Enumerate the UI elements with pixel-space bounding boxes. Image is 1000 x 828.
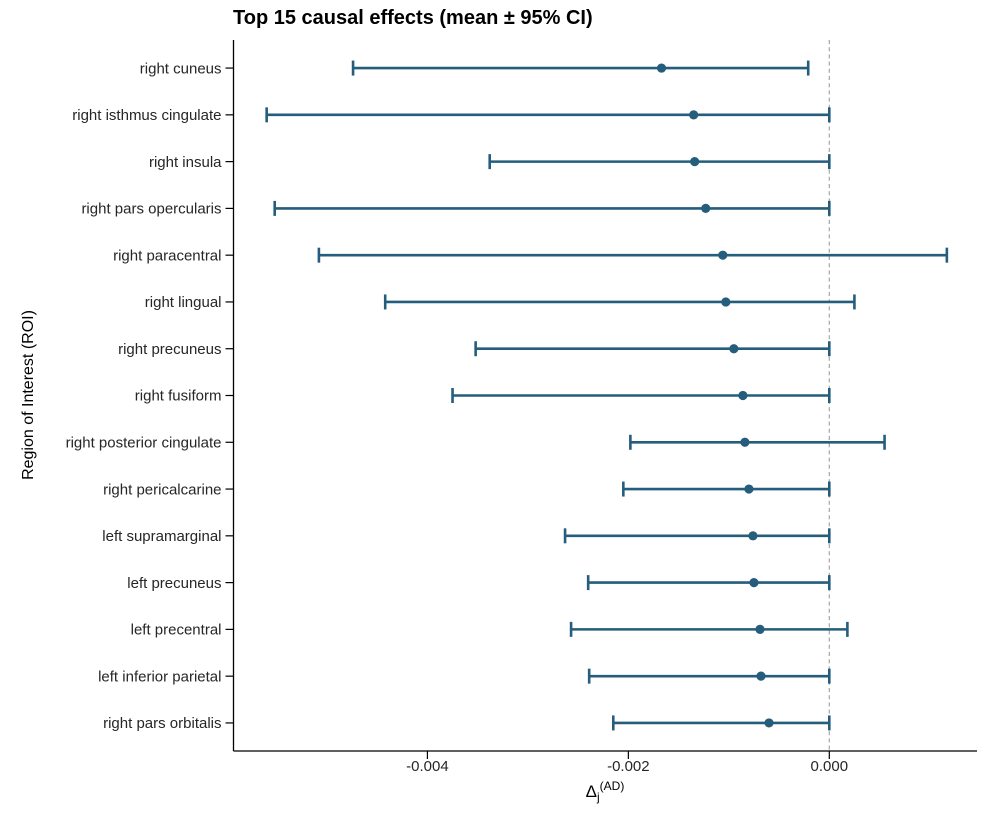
mean-point xyxy=(738,390,748,401)
y-tick-label: left supramarginal xyxy=(102,528,221,545)
plot-row: left inferior parietal xyxy=(98,668,831,685)
y-tick-label: right pericalcarine xyxy=(103,481,221,498)
y-tick-label: right paracentral xyxy=(113,247,221,264)
x-axis-title-subscript: j xyxy=(597,790,600,804)
plot-row: right pars opercularis xyxy=(81,201,831,218)
mean-point xyxy=(701,203,711,213)
mean-point xyxy=(749,578,759,588)
x-axis-title-superscript: (AD) xyxy=(599,779,625,793)
x-axis-title: Δj(AD) xyxy=(585,779,625,804)
x-axis-title-symbol: Δ xyxy=(585,782,598,801)
mean-point xyxy=(756,671,766,681)
y-tick-label: left inferior parietal xyxy=(98,668,221,685)
y-tick-label: right isthmus cingulate xyxy=(72,107,221,124)
y-tick-label: right insula xyxy=(149,154,222,171)
mean-point xyxy=(729,344,739,354)
mean-point xyxy=(718,250,728,260)
plot-row: right pericalcarine xyxy=(103,481,831,498)
y-tick-label: right posterior cingulate xyxy=(66,434,222,451)
mean-point xyxy=(764,718,774,728)
y-tick-label: left precuneus xyxy=(127,575,221,592)
mean-point xyxy=(690,157,700,167)
x-tick-label: -0.004 xyxy=(406,758,449,775)
mean-point xyxy=(656,63,667,73)
plot-row: right paracentral xyxy=(113,247,949,264)
mean-point xyxy=(721,297,731,307)
plot-row: right isthmus cingulate xyxy=(72,107,831,124)
plot-row: left precentral xyxy=(131,622,849,639)
y-tick-label: right pars orbitalis xyxy=(103,715,221,732)
mean-point xyxy=(740,437,750,447)
mean-point xyxy=(689,110,699,120)
plot-row: right fusiform xyxy=(135,388,831,405)
plot-row: left precuneus xyxy=(127,575,831,592)
mean-point xyxy=(748,531,758,541)
y-tick-label: left precentral xyxy=(131,622,222,639)
plot-row: right cuneus xyxy=(140,60,810,77)
chart-title: Top 15 causal effects (mean ± 95% CI) xyxy=(233,7,593,29)
plot-row: right insula xyxy=(149,154,831,171)
plot-row: right lingual xyxy=(145,294,856,311)
plot-row: right pars orbitalis xyxy=(103,715,831,732)
y-tick-label: right precuneus xyxy=(118,341,221,358)
y-tick-label: right pars opercularis xyxy=(81,201,221,218)
plot-row: left supramarginal xyxy=(102,528,831,545)
x-tick-label: -0.002 xyxy=(607,758,650,775)
y-tick-label: right lingual xyxy=(145,294,222,311)
y-tick-label: right fusiform xyxy=(135,388,222,405)
y-tick-label: right cuneus xyxy=(140,60,222,77)
plot-row: right posterior cingulate xyxy=(66,434,886,451)
plot-row: right precuneus xyxy=(118,341,831,358)
mean-point xyxy=(744,484,754,494)
mean-point xyxy=(755,624,765,634)
x-tick-label: 0.000 xyxy=(811,758,849,775)
